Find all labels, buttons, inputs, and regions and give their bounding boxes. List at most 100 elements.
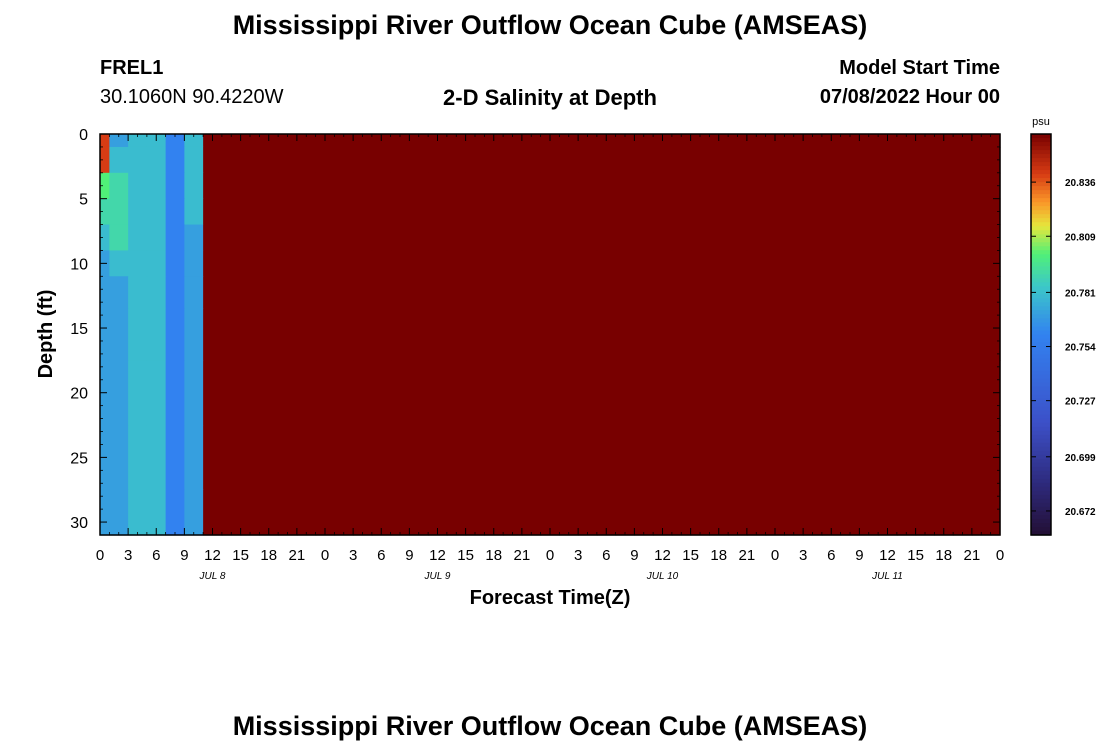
heatmap-cell [446, 308, 467, 361]
heatmap-cell [540, 198, 560, 226]
colorbar-segment [1031, 134, 1051, 139]
heatmap-cell [334, 134, 354, 148]
heatmap-cell [746, 172, 767, 200]
heatmap-cell [278, 224, 298, 252]
heatmap-cell [184, 360, 204, 426]
heatmap-cell [915, 276, 935, 310]
heatmap-cell [259, 489, 279, 536]
heatmap-cell [390, 250, 410, 277]
heatmap-cell [690, 224, 710, 252]
heatmap-cell [653, 425, 673, 491]
heatmap-cell [634, 489, 654, 536]
heatmap-cell [409, 224, 429, 252]
heatmap-cell [484, 146, 504, 174]
heatmap-cell [109, 224, 129, 252]
heatmap-cell [465, 489, 485, 536]
heatmap-cell [634, 360, 654, 426]
colorbar-segment [1031, 470, 1051, 476]
heatmap-cell [165, 134, 185, 148]
heatmap-cell [690, 250, 710, 277]
heatmap-cell [896, 308, 917, 361]
heatmap-cell [578, 250, 598, 277]
heatmap-cell [409, 134, 429, 148]
colorbar-segment [1031, 262, 1051, 267]
heatmap-cell [146, 425, 167, 491]
heatmap-cell [653, 146, 673, 174]
heatmap-cell [559, 224, 579, 252]
heatmap-cell [840, 308, 860, 361]
heatmap-cell [578, 489, 598, 536]
heatmap-cell [671, 172, 692, 200]
heatmap-cell [971, 198, 992, 226]
heatmap-cell [446, 134, 467, 148]
heatmap-cell [128, 172, 148, 200]
heatmap-cell [953, 360, 973, 426]
colorbar-segment [1031, 202, 1051, 207]
x-axis-label: Forecast Time(Z) [470, 587, 631, 609]
heatmap-cell [315, 146, 335, 174]
heatmap-cell [334, 425, 354, 491]
heatmap-cell [559, 425, 579, 491]
heatmap-cell [728, 425, 748, 491]
heatmap-cell [203, 489, 223, 536]
heatmap-cell [784, 224, 804, 252]
colorbar-segment [1031, 406, 1051, 412]
heatmap-cell [428, 250, 448, 277]
colorbar-segment [1031, 210, 1051, 215]
heatmap-cell [184, 172, 204, 200]
heatmap-cell [746, 360, 767, 426]
heatmap-cell [353, 134, 373, 148]
heatmap-cell [746, 134, 767, 148]
heatmap-cell [296, 250, 317, 277]
colorbar-segment [1031, 338, 1051, 344]
heatmap-cell [765, 425, 785, 491]
heatmap-cell [596, 360, 617, 426]
heatmap-cell [465, 308, 485, 361]
heatmap-cell [240, 146, 260, 174]
x-tick-label: 18 [260, 547, 277, 564]
heatmap-cell [634, 250, 654, 277]
heatmap-cell [878, 172, 898, 200]
heatmap-cell [971, 276, 992, 310]
heatmap-cell [690, 308, 710, 361]
colorbar-segment [1031, 330, 1051, 336]
heatmap-cell [859, 172, 879, 200]
heatmap-cell [671, 146, 692, 174]
x-tick-label: 3 [574, 547, 582, 564]
heatmap-cell [465, 134, 485, 148]
heatmap-cell [840, 360, 860, 426]
colorbar-segment [1031, 434, 1051, 440]
heatmap-cell [353, 172, 373, 200]
heatmap-cell [596, 489, 617, 536]
heatmap-cell [465, 172, 485, 200]
heatmap-cell [653, 308, 673, 361]
colorbar-frame [1030, 133, 1052, 536]
heatmap-cell [859, 489, 879, 536]
heatmap-cell [878, 276, 898, 310]
x-tick-label: 0 [996, 547, 1004, 564]
colorbar-segment [1031, 306, 1051, 312]
axes: 0 3 6 9 12 15 18 21 0 3 6 9 12 15 18 21 0 3 6 9 12 15 18 21 0 3 6 9… [70, 127, 1004, 582]
heatmap-cell [990, 224, 1001, 252]
heatmap-cell [278, 146, 298, 174]
heatmap-cell [221, 134, 242, 148]
heatmap-cell [709, 198, 729, 226]
colorbar-tick-label: 20.754 [1065, 343, 1096, 354]
heatmap-cell [728, 134, 748, 148]
heatmap-cell [990, 276, 1001, 310]
heatmap-cell [653, 198, 673, 226]
heatmap-cell [634, 134, 654, 148]
heatmap-cell [896, 276, 917, 310]
heatmap-cell [428, 276, 448, 310]
colorbar-segment [1031, 526, 1051, 532]
colorbar-segment [1031, 198, 1051, 203]
heatmap-cell [409, 146, 429, 174]
heatmap-cell [540, 224, 560, 252]
heatmap-cell [709, 146, 729, 174]
heatmap-cell [746, 250, 767, 277]
heatmap-cell [821, 146, 842, 174]
heatmap-cell [259, 250, 279, 277]
heatmap-cell [334, 224, 354, 252]
heatmap-cell [615, 489, 635, 536]
colorbar-segment [1031, 270, 1051, 275]
